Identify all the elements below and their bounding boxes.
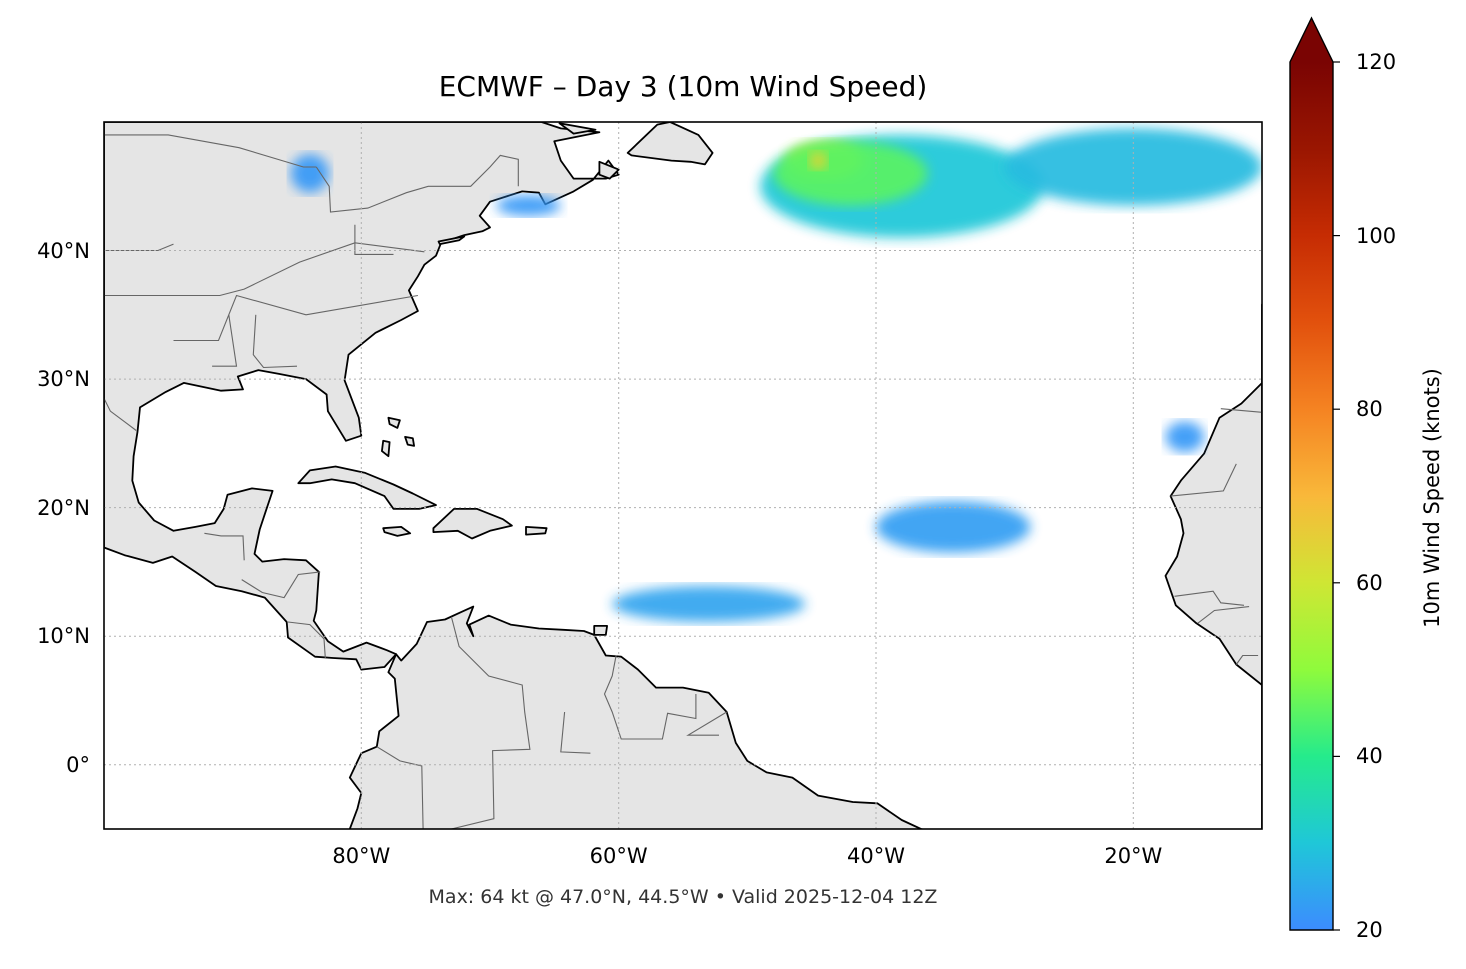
map-title: ECMWF – Day 3 (10m Wind Speed)	[438, 70, 928, 103]
puerto-rico-landmass	[525, 526, 548, 536]
border-line-15	[603, 655, 697, 740]
gridlines	[104, 122, 1262, 829]
jamaica-landmass	[382, 526, 412, 537]
border-line-4	[104, 398, 137, 431]
colorbar-tick-label: 40	[1356, 744, 1383, 769]
border-line-3	[173, 294, 418, 342]
border-line-14	[376, 746, 424, 829]
cuba-landmass	[297, 465, 437, 510]
colorbar-gradient	[1290, 62, 1333, 930]
border-line-1	[315, 154, 519, 213]
lat-tick-label: 0°	[66, 752, 90, 777]
bahamas-eleuthera-landmass	[404, 436, 415, 447]
wind-region-gulf-of-maine	[496, 195, 561, 216]
max-wind-caption: Max: 64 kt @ 47.0°N, 44.5°W • Valid 2025…	[428, 886, 938, 908]
bahamas-andros-landmass	[381, 439, 391, 458]
border-line-17	[560, 711, 591, 754]
anticosti-landmass	[558, 122, 597, 135]
colorbar-tick-label: 100	[1356, 223, 1397, 248]
wind-region-great-lakes	[290, 154, 330, 193]
wind-region-trade-wind-band-west	[612, 586, 806, 622]
lon-tick-label: 20°W	[1104, 844, 1163, 868]
colorbar-tick-label: 20	[1356, 918, 1383, 942]
max-wind-location	[809, 151, 828, 170]
border-line-7	[212, 314, 238, 367]
border-line-18	[1220, 408, 1262, 413]
political-borders	[104, 134, 1262, 829]
lat-tick-label: 30°N	[37, 367, 90, 392]
colorbar-outline	[1289, 16, 1334, 931]
colorbar-tick-label: 80	[1356, 397, 1383, 422]
border-line-16	[686, 711, 727, 736]
lon-tick-label: 40°W	[847, 844, 905, 868]
map-frame	[103, 121, 1263, 830]
border-line-2	[104, 134, 317, 168]
border-line-8	[354, 224, 394, 255]
long-island-landmass	[437, 235, 466, 245]
lat-tick-label: 20°N	[37, 495, 90, 520]
wind-region-storm-core-ring	[773, 141, 928, 206]
colorbar-label: 10m Wind Speed (knots)	[1420, 368, 1444, 628]
bahamas-abaco-landmass	[387, 416, 401, 429]
border-line-22	[1235, 654, 1259, 665]
border-line-12	[287, 621, 326, 659]
north-america-landmass	[104, 122, 620, 671]
lon-tick-label: 80°W	[332, 844, 391, 868]
hispaniola-landmass	[432, 508, 513, 540]
cape-breton-landmass	[598, 160, 620, 180]
border-line-11	[241, 571, 321, 599]
border-line-10	[204, 532, 245, 561]
colorbar-extend-arrow	[1290, 18, 1333, 62]
border-line-9	[104, 243, 174, 252]
wind-region-canary-winds	[1165, 421, 1205, 453]
border-line-13	[450, 616, 531, 829]
trinidad-landmass	[593, 625, 608, 636]
colorbar	[1289, 16, 1340, 931]
lon-tick-label: 60°W	[589, 844, 648, 868]
border-line-19	[1170, 463, 1237, 497]
wind-region-trade-wind-band-east	[876, 501, 1031, 553]
newfoundland-landmass	[626, 122, 714, 166]
colorbar-tick-label: 120	[1356, 50, 1397, 74]
lat-tick-label: 40°N	[37, 238, 90, 263]
colorbar-tick-label: 60	[1356, 570, 1383, 595]
border-line-20	[1174, 590, 1245, 606]
border-line-21	[1197, 606, 1250, 624]
border-line-6	[252, 314, 298, 369]
lat-tick-label: 10°N	[37, 624, 90, 649]
